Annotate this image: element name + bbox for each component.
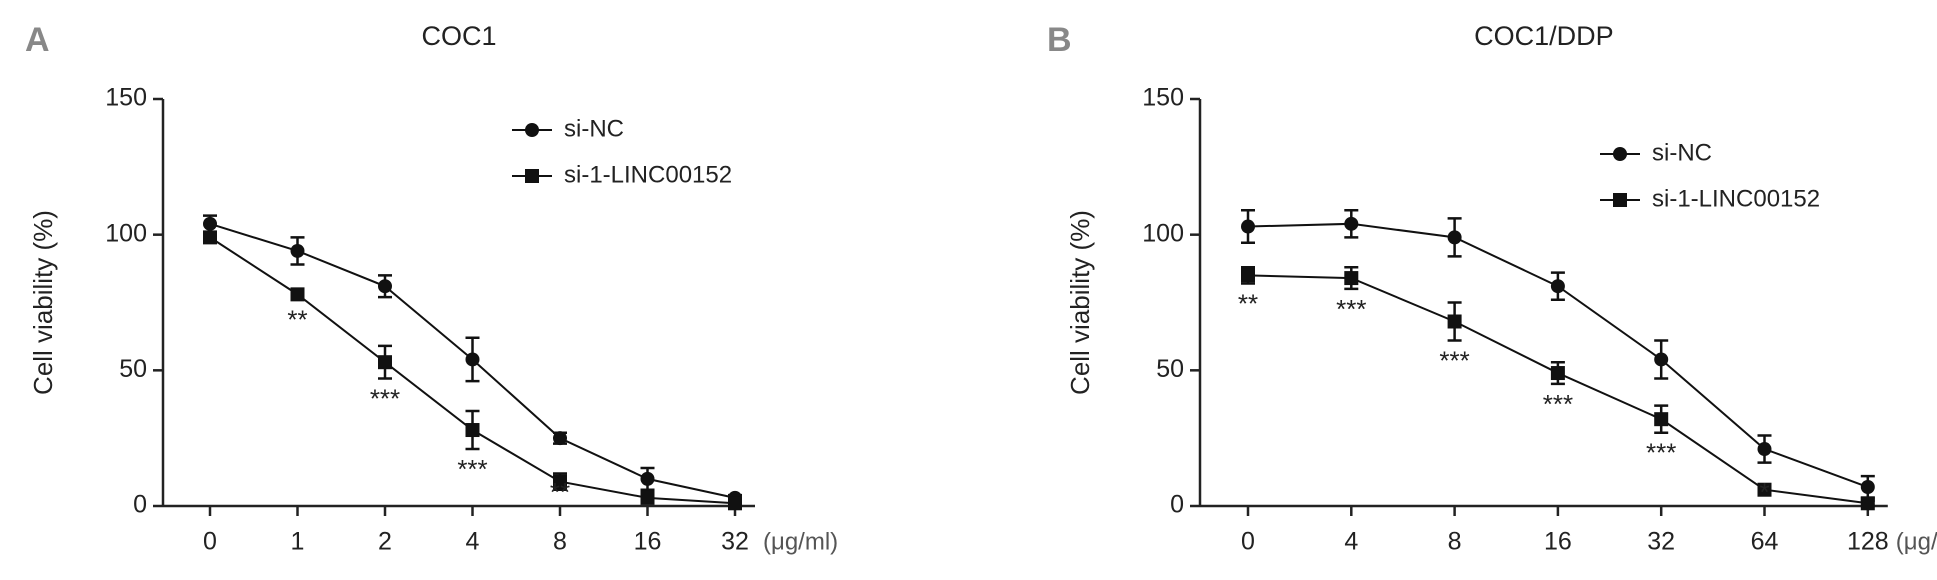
marker (290, 243, 305, 258)
y-tick-label: 150 (1142, 84, 1184, 112)
x-tick-label: 8 (1448, 528, 1462, 556)
significance: * (1759, 477, 1769, 507)
marker (1344, 216, 1359, 231)
significance: ** (1238, 288, 1258, 318)
x-unit: (μg/ml) (1896, 528, 1937, 555)
x-unit: (μg/ml) (763, 528, 838, 555)
marker (1241, 268, 1255, 283)
significance: *** (1336, 294, 1366, 324)
x-tick-label: 8 (553, 528, 567, 556)
significance: ** (287, 305, 307, 335)
x-tick-label: 0 (1241, 528, 1255, 556)
marker (1241, 219, 1255, 234)
panel-label: B (1047, 21, 1072, 59)
marker (1447, 314, 1462, 329)
x-tick-label: 32 (721, 528, 749, 556)
panel-label: A (25, 21, 50, 59)
marker (1757, 442, 1772, 457)
marker (1550, 366, 1565, 381)
marker (378, 279, 392, 294)
marker (465, 423, 480, 438)
x-tick-label: 16 (634, 528, 662, 556)
legend-marker (1613, 147, 1627, 161)
legend-label: si-1-LINC00152 (564, 161, 732, 188)
marker (1860, 480, 1875, 495)
marker (640, 471, 655, 486)
legend-label: si-NC (564, 115, 624, 142)
y-tick-label: 0 (133, 491, 147, 519)
marker (728, 496, 742, 511)
y-tick-label: 50 (1156, 355, 1184, 383)
series-line (1247, 222, 1869, 488)
legend-label: si-1-LINC00152 (1652, 185, 1820, 212)
legend-label: si-NC (1652, 139, 1712, 166)
marker (203, 230, 217, 245)
marker (378, 355, 392, 370)
marker (290, 287, 305, 302)
x-tick-label: 16 (1544, 528, 1572, 556)
y-tick-label: 100 (1142, 219, 1184, 247)
significance: *** (370, 383, 400, 413)
significance: *** (1543, 389, 1573, 419)
marker (1654, 352, 1669, 367)
x-tick-label: 64 (1751, 528, 1779, 556)
marker (640, 490, 655, 505)
y-tick-label: 100 (105, 219, 147, 247)
marker (553, 474, 567, 489)
marker (1447, 230, 1462, 245)
significance: ** (550, 477, 570, 507)
marker (1344, 271, 1359, 286)
marker (465, 352, 480, 367)
y-axis-label: Cell viability (%) (1065, 210, 1095, 395)
y-tick-label: 0 (1170, 491, 1184, 519)
y-axis-label: Cell viability (%) (28, 210, 58, 395)
legend-marker (525, 123, 539, 137)
marker (1860, 496, 1875, 511)
marker (203, 216, 217, 231)
y-tick-label: 50 (119, 355, 147, 383)
x-tick-label: 32 (1647, 528, 1675, 556)
marker (1654, 412, 1669, 427)
y-tick-label: 150 (105, 84, 147, 112)
chart-title: COC1/DDP (1474, 21, 1614, 51)
x-tick-label: 128 (1847, 528, 1889, 556)
x-tick-label: 0 (203, 528, 217, 556)
x-tick-label: 4 (1344, 528, 1358, 556)
significance: *** (1646, 438, 1676, 468)
legend-marker (1613, 193, 1627, 207)
marker (1550, 279, 1565, 294)
x-tick-label: 1 (291, 528, 305, 556)
marker (1757, 482, 1772, 497)
chart-title: COC1 (421, 21, 496, 51)
significance: *** (1439, 345, 1469, 375)
x-tick-label: 4 (466, 528, 480, 556)
legend-marker (525, 169, 539, 183)
significance: *** (457, 454, 487, 484)
marker (553, 431, 567, 446)
x-tick-label: 2 (378, 528, 392, 556)
